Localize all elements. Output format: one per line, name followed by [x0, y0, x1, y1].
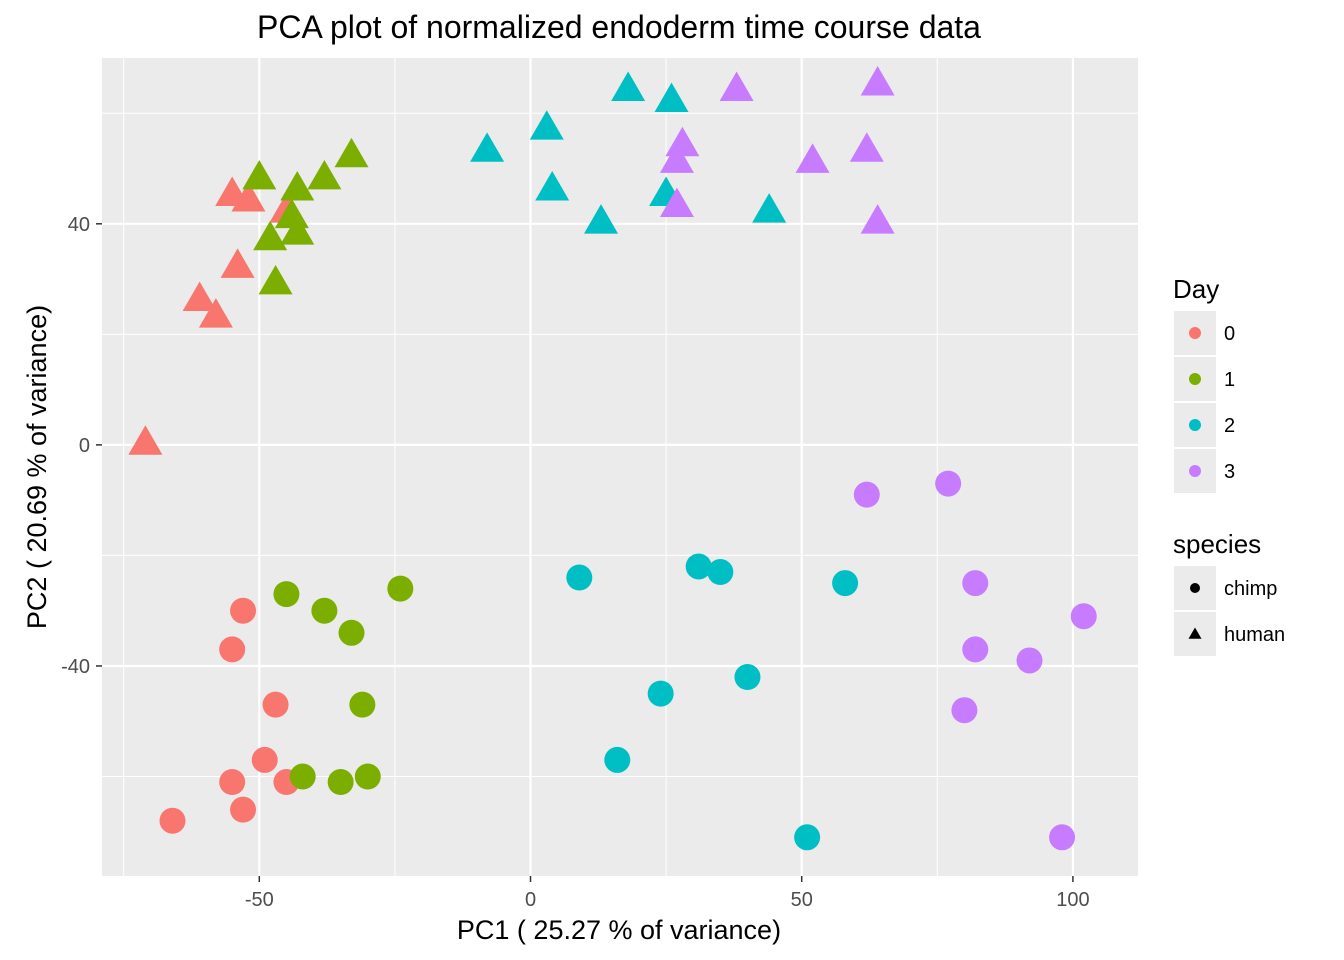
data-point-chimp-day-0 [262, 691, 289, 718]
data-point-human-day-2 [535, 171, 570, 201]
data-point-chimp-day-1 [289, 763, 316, 790]
data-point-human-day-2 [470, 132, 505, 162]
legend-key-day-0 [1189, 327, 1201, 339]
x-tick-label: 0 [525, 889, 536, 911]
x-axis-ticks: -50 0 50 100 [245, 876, 1090, 911]
data-point-chimp-day-0 [251, 746, 278, 773]
data-point-human-day-0 [198, 298, 233, 328]
x-axis-title: PC1 ( 25.27 % of variance) [457, 915, 781, 945]
data-point-chimp-day-1 [354, 763, 381, 790]
legend-key-human [1188, 627, 1202, 639]
chart-title: PCA plot of normalized endoderm time cou… [257, 9, 981, 45]
data-point-chimp-day-2 [832, 570, 859, 597]
data-point-human-day-0 [231, 182, 266, 212]
x-tick-label: 100 [1056, 889, 1089, 911]
data-point-chimp-day-0 [159, 807, 186, 834]
y-tick-label: 0 [79, 435, 90, 457]
data-point-chimp-day-0 [219, 769, 246, 796]
data-point-human-day-1 [307, 159, 342, 190]
data-point-human-day-3 [659, 187, 694, 218]
data-point-human-day-3 [659, 143, 694, 173]
legend-species: chimp human [1174, 566, 1285, 656]
y-axis-title: PC2 ( 20.69 % of variance) [22, 305, 52, 629]
legend-day-title: Day [1173, 274, 1219, 304]
data-point-chimp-day-2 [707, 559, 734, 586]
legend-label-species: human [1224, 624, 1285, 646]
data-point-chimp-day-2 [566, 564, 593, 591]
data-point-chimp-day-3 [853, 481, 880, 508]
legend-label-day: 1 [1224, 369, 1235, 391]
legend-label-day: 2 [1224, 415, 1235, 437]
data-point-chimp-day-1 [311, 597, 338, 624]
data-point-chimp-day-3 [1049, 824, 1076, 851]
major-grid [102, 58, 1138, 876]
data-point-chimp-day-1 [349, 691, 376, 718]
legend-species-title: species [1173, 529, 1261, 559]
data-point-chimp-day-1 [387, 575, 414, 602]
legend-label-species: chimp [1224, 578, 1277, 600]
data-points [128, 66, 1097, 851]
data-point-human-day-1 [334, 137, 369, 168]
data-point-human-day-1 [242, 159, 277, 190]
data-point-human-day-3 [860, 66, 895, 96]
data-point-chimp-day-3 [935, 470, 962, 497]
x-tick-label: -50 [245, 889, 274, 911]
legend-label-day: 0 [1224, 323, 1235, 345]
data-point-human-day-1 [280, 215, 315, 245]
data-point-human-day-3 [795, 143, 830, 173]
data-point-chimp-day-3 [962, 570, 989, 597]
data-point-human-day-3 [719, 71, 754, 101]
data-point-human-day-2 [611, 71, 646, 101]
data-point-human-day-2 [529, 110, 564, 140]
data-point-chimp-day-2 [734, 664, 761, 691]
y-tick-label: 40 [68, 214, 90, 236]
data-point-chimp-day-3 [951, 697, 978, 724]
data-point-human-day-3 [849, 132, 884, 162]
legend-key-day-1 [1189, 373, 1201, 385]
data-point-human-day-2 [584, 204, 619, 234]
y-axis-ticks: -40 0 40 [61, 214, 102, 678]
data-point-human-day-2 [752, 193, 787, 223]
data-point-chimp-day-1 [327, 769, 354, 796]
data-point-chimp-day-3 [962, 636, 989, 663]
data-point-chimp-day-3 [1070, 603, 1097, 630]
data-point-human-day-3 [860, 204, 895, 234]
data-point-chimp-day-0 [230, 597, 257, 624]
data-point-human-day-0 [128, 425, 163, 455]
legend-key-day-2 [1189, 419, 1201, 431]
data-point-human-day-1 [253, 220, 288, 251]
y-tick-label: -40 [61, 656, 90, 678]
data-point-human-day-1 [280, 171, 315, 201]
data-point-chimp-day-2 [794, 824, 821, 851]
data-point-human-day-0 [182, 281, 217, 312]
data-point-chimp-day-1 [338, 619, 365, 646]
plot-panel [102, 58, 1138, 876]
data-point-chimp-day-1 [273, 581, 300, 608]
data-point-human-day-2 [654, 82, 689, 113]
data-point-chimp-day-2 [647, 680, 674, 707]
data-point-human-day-0 [220, 248, 255, 278]
data-point-human-day-1 [258, 264, 293, 295]
x-tick-label: 50 [791, 889, 813, 911]
legend-day: 0 1 2 3 [1174, 311, 1235, 493]
legend-key-chimp [1190, 583, 1200, 593]
legend-key-day-3 [1189, 465, 1201, 477]
data-point-chimp-day-3 [1016, 647, 1043, 674]
legend-label-day: 3 [1224, 461, 1235, 483]
data-point-chimp-day-0 [230, 796, 257, 823]
data-point-chimp-day-2 [685, 553, 712, 580]
data-point-chimp-day-2 [604, 746, 631, 773]
data-point-chimp-day-0 [219, 636, 246, 663]
